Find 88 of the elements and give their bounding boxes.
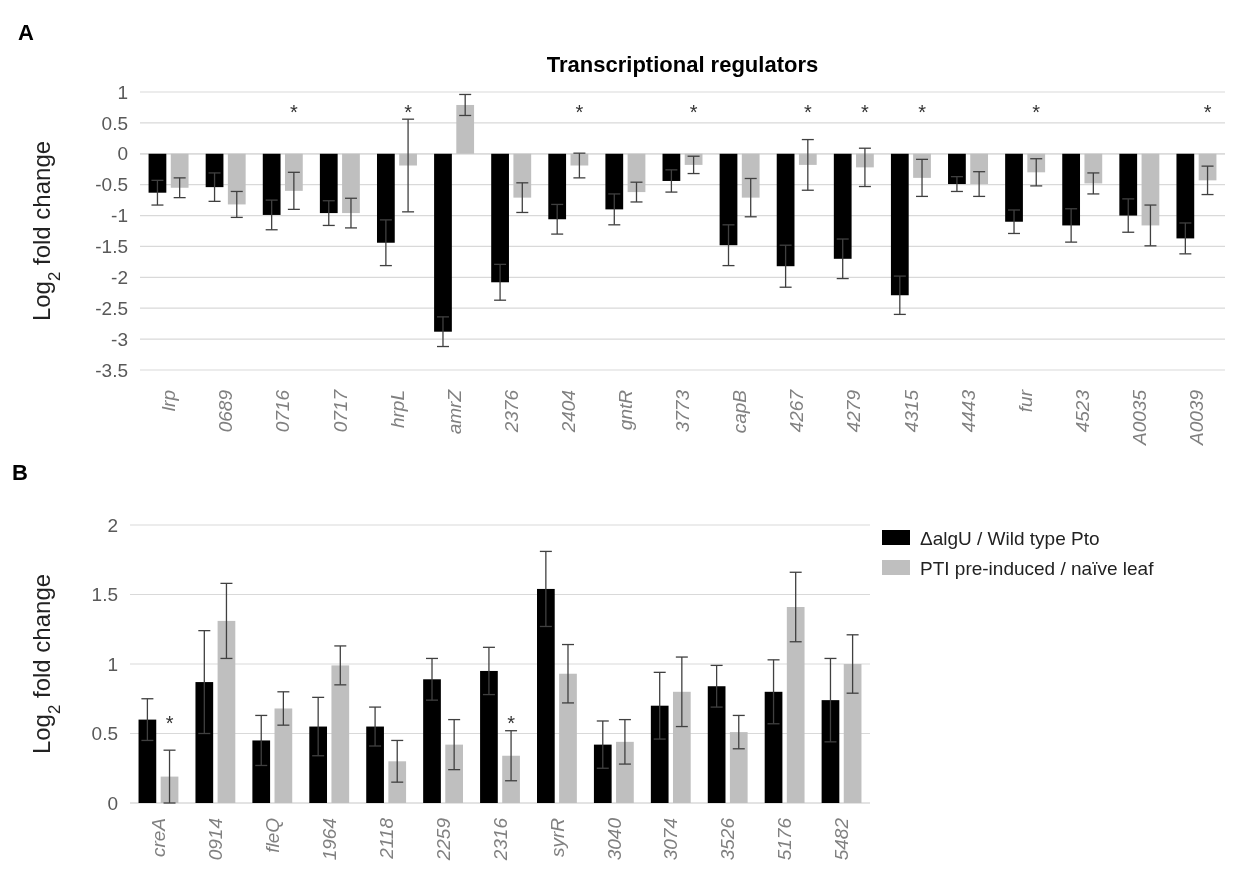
y-tick-label: -2: [111, 266, 128, 288]
data-label: *: [1032, 101, 1041, 123]
bar: [729, 732, 748, 803]
bar: [445, 744, 463, 803]
y-tick-label: -1.5: [95, 236, 128, 258]
y-tick-label: -3.5: [95, 359, 128, 381]
y-tick-label: 0.5: [101, 112, 128, 134]
x-tick-label: hrpL: [386, 390, 408, 429]
x-tick-label: 4523: [1071, 389, 1093, 433]
data-label: *: [861, 101, 870, 123]
bar: [138, 719, 157, 803]
bar: [423, 679, 441, 803]
x-tick-label: 2259: [432, 817, 454, 862]
bar: [537, 588, 555, 803]
x-tick-label: 1964: [318, 818, 340, 861]
x-tick-label: 2316: [489, 817, 511, 862]
bar: [388, 761, 407, 803]
bar: [217, 620, 236, 803]
data-label: *: [289, 101, 298, 123]
x-tick-label: 2118: [375, 817, 397, 860]
y-tick-label: -3: [111, 328, 128, 350]
y-tick-label: 0.5: [91, 723, 118, 745]
data-label: *: [1203, 101, 1212, 123]
x-tick-label: 4267: [786, 388, 808, 433]
data-label: *: [575, 101, 584, 123]
x-tick-label: 5176: [774, 817, 796, 861]
bar: [274, 708, 293, 803]
x-tick-label: A0039: [1186, 389, 1208, 446]
bar: [195, 682, 214, 803]
x-tick-label: 5482: [831, 817, 853, 861]
x-tick-label: amrZ: [443, 388, 465, 435]
x-tick-label: syrR: [546, 817, 568, 858]
x-tick-label: 3040: [603, 817, 625, 861]
x-tick-label: lrp: [158, 390, 180, 412]
bar: [672, 691, 691, 803]
data-label: *: [404, 101, 413, 123]
y-tick-label: 1: [107, 653, 118, 675]
bar: [707, 686, 726, 803]
legend-label: ΔalgU / Wild type Pto: [920, 527, 1100, 549]
x-tick-label: 2376: [500, 389, 522, 434]
x-tick-label: A0035: [1128, 389, 1150, 446]
bar: [366, 726, 384, 803]
x-tick-label: 0914: [205, 818, 227, 861]
x-tick-label: 4279: [843, 389, 865, 433]
x-tick-label: 0716: [272, 389, 294, 433]
bar: [593, 744, 612, 803]
data-label: *: [803, 101, 812, 123]
bar: [843, 664, 862, 803]
data-label: *: [689, 101, 698, 123]
x-tick-label: 2404: [557, 390, 579, 434]
x-tick-label: 0717: [329, 388, 351, 433]
text: A: [18, 20, 34, 45]
chart-title: Transcriptional regulators: [546, 52, 819, 77]
x-tick-label: gntR: [615, 389, 637, 431]
x-tick-label: 3074: [660, 818, 682, 861]
x-tick-label: creA: [148, 818, 170, 858]
text: B: [12, 460, 28, 485]
x-tick-label: 3773: [672, 389, 694, 433]
x-tick-label: 3526: [717, 817, 739, 861]
bar: [821, 700, 840, 803]
data-label: *: [918, 101, 927, 123]
y-tick-label: 2: [107, 514, 118, 536]
x-tick-label: fur: [1014, 389, 1036, 413]
bar: [616, 741, 634, 803]
x-tick-label: fleQ: [261, 817, 283, 853]
bar: [331, 665, 350, 803]
bar: [764, 691, 783, 803]
y-tick-label: 0: [107, 792, 118, 814]
annotation: *: [507, 712, 516, 735]
bar: [309, 726, 328, 803]
bar: [650, 705, 669, 803]
y-tick-label: -1: [111, 205, 128, 227]
x-tick-label: capB: [729, 389, 751, 434]
legend-label: PTI pre-induced / naïve leaf: [920, 557, 1155, 579]
x-tick-label: 0689: [215, 389, 237, 433]
y-tick-label: -2.5: [95, 297, 128, 319]
x-tick-label: 4315: [900, 389, 922, 433]
bar: [786, 607, 805, 803]
y-tick-label: 1.5: [91, 584, 118, 606]
bar: [252, 740, 271, 803]
y-tick-label: 1: [117, 81, 128, 103]
x-tick-label: 4443: [957, 389, 979, 433]
y-tick-label: 0: [117, 143, 128, 165]
y-tick-label: -0.5: [95, 174, 128, 196]
bar: [480, 670, 498, 803]
bar: [502, 755, 520, 803]
annotation: *: [165, 712, 174, 735]
bar: [559, 673, 577, 803]
